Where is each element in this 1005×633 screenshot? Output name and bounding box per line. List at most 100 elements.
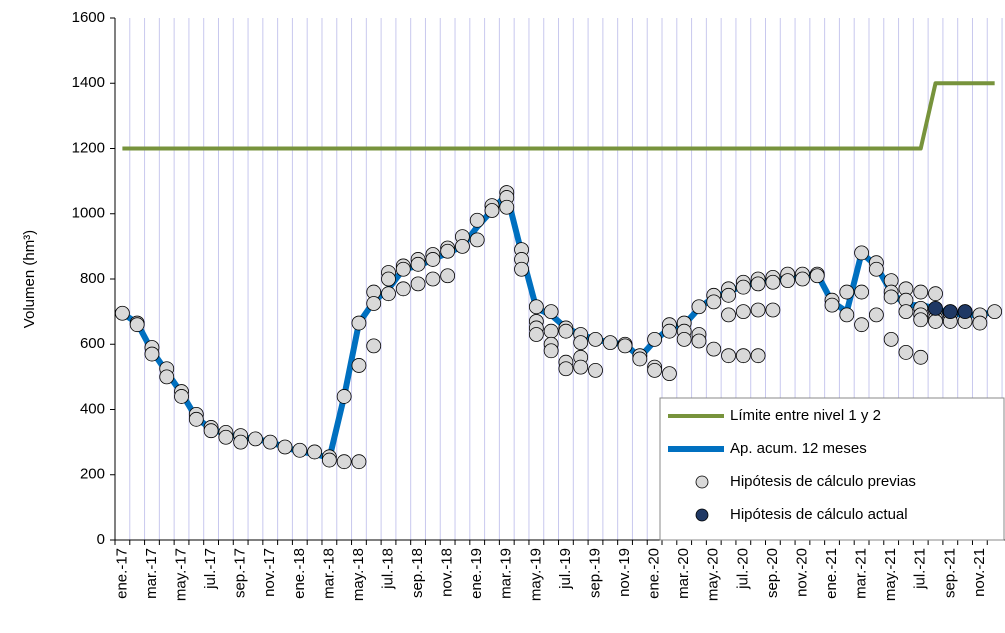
series-line	[122, 81, 995, 151]
data-point	[662, 366, 677, 382]
data-point	[957, 304, 973, 320]
x-tick-label: sep.-21	[941, 548, 958, 598]
data-point	[558, 361, 574, 377]
data-point	[928, 300, 943, 316]
data-point	[455, 238, 470, 254]
data-point	[410, 256, 426, 272]
data-point	[440, 243, 456, 259]
x-tick-label: nov.-20	[793, 548, 810, 597]
data-point	[824, 297, 840, 313]
x-tick-label: may.-18	[350, 548, 367, 601]
data-point	[854, 317, 869, 333]
data-point	[854, 284, 869, 300]
x-tick-label: nov.-18	[439, 548, 456, 597]
data-point	[499, 199, 515, 215]
data-point	[662, 323, 677, 339]
x-tick-label: jul.-20	[734, 548, 751, 590]
data-point	[883, 289, 899, 305]
data-point	[543, 343, 559, 359]
data-point	[898, 304, 914, 320]
x-tick-label: jul.-18	[379, 548, 396, 590]
data-point	[425, 252, 441, 267]
x-tick-label: ene.-20	[646, 548, 663, 599]
data-point	[484, 203, 500, 218]
data-point	[469, 212, 485, 228]
data-point	[292, 442, 308, 458]
legend-label: Límite entre nivel 1 y 2	[730, 407, 881, 424]
data-point	[795, 271, 810, 287]
data-point	[588, 331, 603, 347]
data-point	[706, 294, 722, 310]
data-point	[721, 307, 736, 323]
data-point	[395, 261, 411, 277]
data-point	[425, 271, 441, 287]
data-point	[972, 315, 988, 331]
data-point	[839, 307, 855, 323]
x-tick-label: jul.-19	[557, 548, 574, 590]
x-tick-label: mar.-20	[675, 548, 692, 599]
x-tick-label: mar.-19	[498, 548, 515, 599]
data-point	[114, 305, 130, 321]
data-point	[676, 331, 692, 347]
data-point	[750, 348, 766, 364]
x-tick-label: sep.-20	[764, 548, 781, 598]
y-tick-label: 800	[80, 270, 105, 287]
legend-label: Hipótesis de cálculo actual	[730, 506, 908, 523]
data-point	[129, 317, 145, 333]
data-point	[987, 304, 1003, 320]
data-point	[144, 346, 160, 362]
data-point	[528, 299, 544, 315]
data-point	[188, 411, 204, 427]
data-point	[780, 273, 796, 289]
data-point	[336, 389, 352, 404]
data-point	[928, 286, 943, 302]
data-point	[528, 327, 544, 342]
data-point	[632, 351, 648, 367]
data-point	[854, 245, 869, 261]
x-tick-label: sep.-19	[586, 548, 603, 598]
x-tick-label: nov.-17	[261, 548, 278, 597]
data-point	[898, 345, 914, 360]
data-point	[277, 439, 293, 455]
data-point	[321, 452, 337, 468]
data-point	[336, 454, 352, 470]
data-point	[913, 284, 929, 300]
data-point	[351, 454, 367, 470]
y-tick-label: 200	[80, 466, 105, 483]
data-point	[233, 434, 249, 450]
legend-label: Ap. acum. 12 meses	[730, 440, 867, 457]
x-tick-label: nov.-19	[616, 548, 633, 597]
y-tick-label: 1400	[72, 74, 105, 91]
data-point	[381, 271, 396, 287]
data-point	[366, 296, 382, 311]
data-point	[735, 304, 751, 320]
data-point	[913, 349, 929, 365]
legend-box	[659, 397, 1005, 541]
data-point	[750, 276, 766, 292]
data-point	[602, 335, 618, 351]
data-point	[647, 331, 663, 347]
legend-swatch	[695, 475, 709, 489]
data-point	[159, 369, 175, 385]
x-tick-label: ene.-19	[468, 548, 485, 599]
x-tick-label: may.-21	[882, 548, 899, 601]
x-tick-label: mar.-17	[143, 548, 160, 599]
data-point	[691, 299, 707, 315]
data-point	[174, 389, 189, 404]
x-tick-label: sep.-17	[232, 548, 249, 598]
data-point	[262, 434, 278, 450]
data-point	[395, 281, 411, 297]
data-point	[469, 232, 485, 248]
x-tick-label: nov.-21	[971, 548, 988, 597]
data-point	[735, 348, 751, 364]
y-tick-label: 1600	[72, 9, 105, 26]
data-point	[203, 423, 219, 439]
data-point	[721, 287, 736, 303]
legend-swatch	[695, 508, 709, 522]
y-tick-label: 0	[97, 531, 105, 548]
x-tick-label: ene.-18	[291, 548, 308, 599]
data-point	[410, 276, 426, 292]
y-axis-label: Volumen (hm³)	[21, 230, 38, 328]
data-point	[750, 302, 766, 318]
